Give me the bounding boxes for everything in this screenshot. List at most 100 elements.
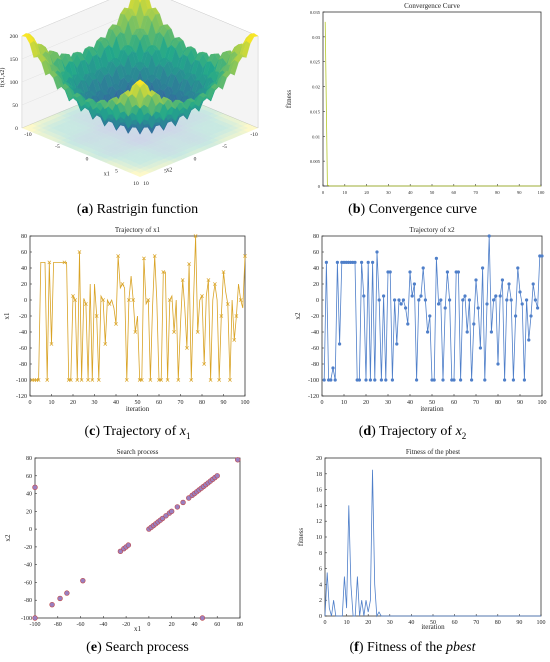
contour-cell [149, 166, 160, 171]
contour-cell [130, 142, 140, 147]
marker-stroke [180, 278, 185, 282]
data-point [525, 298, 529, 302]
x-tick-label: 70 [178, 400, 184, 406]
contour-cell [199, 138, 209, 143]
data-point [146, 298, 151, 302]
contour-cell [144, 164, 155, 169]
y-tick-label: 60 [313, 250, 319, 256]
contour-cell [184, 136, 195, 141]
data-point [448, 298, 452, 302]
marker-stroke [49, 342, 54, 346]
contour-cell [66, 128, 77, 133]
contour-cell [61, 109, 72, 114]
contour-cell [120, 134, 131, 139]
contour-cell [228, 130, 239, 135]
contour-cell [140, 166, 150, 171]
data-point [426, 330, 430, 334]
contour-cell [85, 140, 96, 145]
x-tick-label: 20 [364, 190, 369, 195]
contour-cell [218, 130, 229, 135]
marker-stroke [225, 302, 230, 306]
y-tick-label: -60 [311, 346, 319, 352]
contour-cell [189, 142, 200, 147]
y-tick-label: 20 [26, 509, 32, 515]
contour-cell [85, 119, 96, 124]
contour-cell [115, 140, 126, 145]
data-point [489, 330, 493, 334]
data-point [399, 302, 403, 306]
contour-cell [159, 162, 170, 167]
contour-cell [90, 142, 101, 147]
contour-cell [90, 125, 101, 131]
x-tick-label: 40 [408, 620, 414, 626]
contour-cell [184, 115, 195, 120]
x-tick-label: 20 [365, 620, 371, 626]
contour-cell [169, 142, 180, 147]
contour-cell [41, 125, 52, 131]
contour-cell [228, 134, 239, 139]
data-point [366, 260, 370, 264]
contour-cell [179, 138, 190, 143]
contour-cell [105, 128, 116, 133]
contour-cell [115, 148, 126, 153]
contour-cell [169, 130, 180, 135]
contour-cell [125, 148, 136, 153]
data-point [492, 298, 496, 302]
contour-cell [194, 128, 204, 133]
surface-cell [135, 79, 145, 86]
contour-cell [223, 128, 234, 133]
contour-cell [189, 125, 200, 131]
x-tick-label: 20 [363, 400, 369, 406]
contour-cell [144, 148, 155, 153]
contour-cell [140, 158, 150, 163]
contour-cell [26, 123, 37, 128]
data-point [470, 378, 474, 382]
x-tick-label: 10 [143, 181, 149, 187]
scatter-point [168, 508, 175, 515]
data-point [533, 298, 537, 302]
contour-cell [115, 144, 126, 149]
contour-cell [194, 115, 204, 120]
contour-cell [105, 144, 116, 149]
data-point [338, 342, 342, 346]
contour-cell [76, 148, 86, 153]
contour-cell [159, 146, 170, 151]
contour-cell [149, 138, 160, 143]
scatter-point [57, 595, 63, 602]
data-point [36, 378, 41, 382]
y-tick-label: 0 [316, 298, 319, 304]
contour-cell [80, 109, 91, 114]
contour-cell [120, 130, 131, 135]
chart-title: Trajectory of x1 [115, 226, 161, 234]
contour-cell [95, 128, 106, 133]
panel-c: Trajectory of x1 0 10 20 30 40 50 60 70 80 90 100 -1… [0, 226, 275, 422]
contour-cell [56, 115, 67, 120]
y-axis-label: x1 [3, 312, 11, 320]
data-point [219, 314, 224, 318]
contour-cell [174, 140, 185, 145]
panel-a: Rastrigin function050100150200f(x1,x2)-1… [0, 0, 275, 200]
contour-cell [135, 140, 145, 145]
data-point [379, 378, 383, 382]
y-tick-label: -40 [311, 330, 319, 336]
data-point [217, 378, 222, 382]
contour-cell [21, 125, 32, 131]
data-point [73, 298, 77, 302]
contour-cell [140, 170, 150, 175]
x-tick-label: 40 [407, 400, 413, 406]
contour-cell [149, 150, 160, 155]
contour-cell [154, 148, 165, 153]
contour-cell [140, 146, 150, 151]
data-point [417, 298, 421, 302]
data-point [47, 260, 52, 265]
convergence-curve-plot: Convergence Curve 0 10 20 30 40 50 60 70 80 90 100 0… [285, 2, 545, 195]
y-tick-label: 8 [319, 551, 322, 557]
x-tick-label: 0 [29, 400, 32, 406]
marker-stroke [221, 270, 226, 274]
contour-cell [203, 128, 214, 133]
marker-stroke [146, 298, 151, 302]
contour-cell [213, 140, 224, 145]
data-point [202, 362, 206, 366]
marker-stroke [86, 378, 90, 382]
contour-cell [130, 166, 140, 171]
